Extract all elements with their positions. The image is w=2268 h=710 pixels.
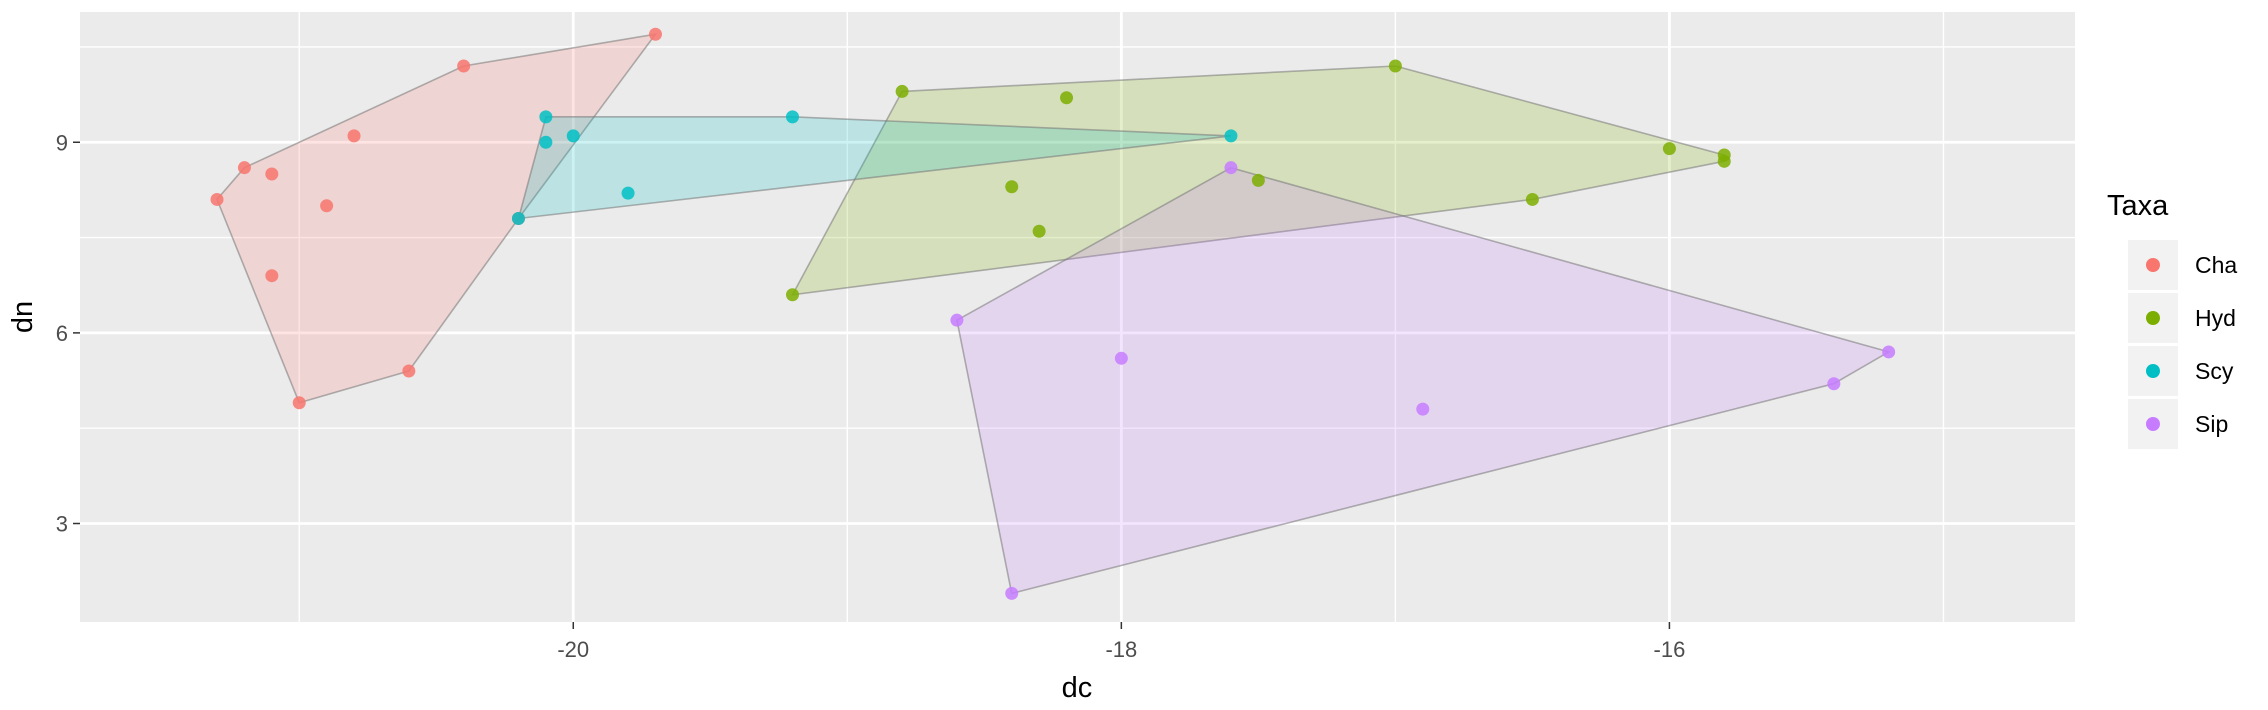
legend-label: Scy <box>2195 358 2234 384</box>
point-hyd <box>786 288 799 302</box>
point-hyd <box>1662 142 1676 156</box>
point-cha <box>210 192 224 206</box>
point-scy <box>786 110 799 124</box>
point-hyd <box>1005 180 1019 194</box>
minor-gridlines <box>80 12 2075 622</box>
point-hyd <box>1388 59 1402 73</box>
y-axis-ticks: 3 6 9 <box>56 130 80 537</box>
point-cha <box>320 199 334 213</box>
major-gridlines <box>80 12 2075 622</box>
x-tick-label: -20 <box>557 637 589 662</box>
point-hyd <box>1717 154 1731 168</box>
legend-title: Taxa <box>2107 190 2169 222</box>
legend-swatch-hyd <box>2146 311 2160 325</box>
point-scy <box>539 110 553 124</box>
point-sip <box>1224 161 1238 175</box>
point-cha <box>292 396 306 410</box>
point-cha <box>457 59 471 73</box>
plot-panel <box>80 12 2075 622</box>
point-sip <box>950 313 964 327</box>
point-sip <box>1882 345 1896 359</box>
y-tick-label: 6 <box>56 321 68 346</box>
point-cha <box>648 27 662 41</box>
point-hyd <box>1251 173 1265 187</box>
hull-cha <box>216 33 658 404</box>
hull-sip <box>956 166 1891 595</box>
point-cha <box>402 364 416 378</box>
point-sip <box>1114 351 1128 365</box>
point-cha <box>237 161 251 175</box>
x-tick-label: -16 <box>1654 637 1686 662</box>
point-cha <box>265 269 279 283</box>
point-hyd <box>895 84 909 98</box>
point-hyd <box>1525 192 1539 206</box>
point-sip <box>1416 402 1430 416</box>
legend-swatch-sip <box>2146 417 2160 431</box>
point-scy <box>621 186 635 200</box>
point-scy <box>1224 129 1238 143</box>
x-tick-label: -18 <box>1105 637 1137 662</box>
point-layer <box>210 27 1896 600</box>
x-axis-title: dc <box>1062 672 1093 704</box>
legend-swatch-cha <box>2146 258 2160 272</box>
point-sip <box>1827 377 1841 391</box>
point-cha <box>265 167 279 181</box>
legend-label: Sip <box>2195 411 2228 437</box>
point-scy <box>566 129 580 143</box>
point-hyd <box>1060 91 1074 105</box>
point-scy <box>539 135 553 149</box>
y-tick-label: 9 <box>56 130 68 155</box>
legend-label: Cha <box>2195 252 2237 278</box>
legend-label: Hyd <box>2195 305 2236 331</box>
y-axis-title: dn <box>7 301 39 333</box>
y-tick-label: 3 <box>56 512 68 537</box>
legend-swatch-scy <box>2146 364 2160 378</box>
point-cha <box>347 129 361 143</box>
point-sip <box>1005 586 1019 600</box>
legend: Taxa Cha Hyd Scy Sip <box>2107 190 2237 449</box>
point-hyd <box>1032 224 1046 238</box>
x-axis-ticks: -20 -18 -16 <box>557 622 1685 662</box>
point-scy <box>511 212 525 226</box>
